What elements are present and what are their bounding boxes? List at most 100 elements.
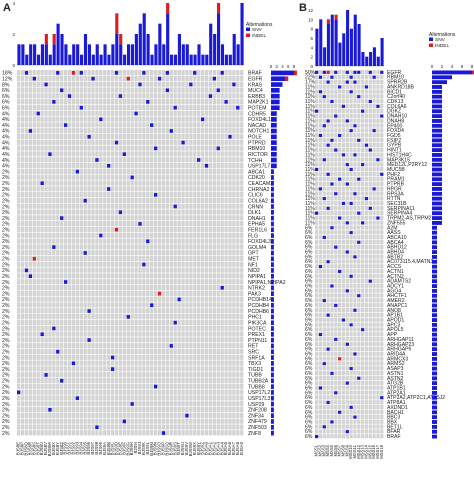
- grid-cell: [322, 269, 326, 274]
- grid-cell: [87, 348, 91, 355]
- gene-label: CLIC6: [248, 193, 263, 199]
- grid-cell: [228, 348, 232, 355]
- sample-label: BJS9G: [125, 441, 130, 455]
- grid-cell: [17, 232, 21, 238]
- grid-cell: [48, 372, 52, 378]
- grid-cell: [95, 354, 99, 360]
- grid-cell: [169, 290, 173, 296]
- gene-label: PCDHB4: [248, 303, 269, 309]
- grid-cell: [32, 424, 36, 430]
- grid-cell: [87, 314, 91, 320]
- grid-cell: [126, 110, 130, 116]
- grid-cell: [236, 337, 240, 343]
- grid-cell: [193, 296, 197, 302]
- grid-cell: [107, 412, 111, 418]
- gene-percent: 4%: [2, 152, 10, 158]
- gene-percent: 2%: [2, 198, 10, 204]
- grid-cell: [110, 209, 115, 215]
- grid-cell: [189, 110, 193, 116]
- grid-cell: [52, 81, 56, 87]
- grid-cell: [110, 372, 115, 378]
- grid-cell: [71, 203, 76, 209]
- grid-cell: [79, 221, 83, 227]
- grid-cell: [153, 284, 158, 291]
- grid-cell: [56, 116, 60, 122]
- grid-cell: [87, 180, 91, 186]
- grid-cell: [169, 314, 173, 320]
- grid-cell: [330, 191, 334, 196]
- grid-cell: [17, 401, 21, 407]
- grid-cell: [165, 395, 170, 401]
- grid-cell: [376, 210, 380, 216]
- grid-cell: [71, 250, 76, 256]
- grid-cell: [197, 395, 201, 401]
- grid-cell: [232, 430, 236, 436]
- grid-cell: [315, 230, 319, 235]
- grid-cell: [353, 205, 357, 211]
- grid-cell: [361, 89, 365, 94]
- grid-cell: [110, 174, 115, 180]
- grid-cell: [67, 122, 72, 128]
- grid-cell: [24, 383, 29, 389]
- grid-cell: [60, 261, 64, 267]
- grid-cell: [28, 93, 33, 99]
- grid-cell: [189, 308, 193, 314]
- grid-cell: [122, 226, 126, 233]
- grid-cell: [228, 70, 232, 76]
- grid-cell: [56, 226, 60, 233]
- grid-cell: [95, 162, 99, 169]
- side-bar-snv: [271, 378, 274, 384]
- grid-cell: [83, 162, 87, 169]
- grid-cell: [75, 238, 80, 244]
- grid-cell: [153, 93, 158, 99]
- grid-cell: [17, 81, 21, 87]
- gene-percent: 2%: [2, 367, 10, 373]
- grid-cell: [224, 215, 228, 221]
- grid-cell: [372, 215, 376, 220]
- grid-cell: [95, 284, 99, 291]
- grid-cell: [345, 307, 349, 313]
- grid-cell: [110, 319, 115, 326]
- grid-cell: [318, 157, 323, 162]
- grid-cell: [189, 203, 193, 209]
- grid-cell: [322, 283, 326, 288]
- grid-cell: [71, 424, 76, 430]
- grid-cell: [341, 235, 346, 240]
- grid-cell: [103, 110, 107, 116]
- grid-cell: [204, 93, 209, 99]
- grid-cell: [169, 337, 173, 343]
- grid-cell: [83, 75, 87, 82]
- grid-cell: [189, 372, 193, 378]
- grid-cell: [63, 174, 68, 180]
- grid-cell: [71, 354, 76, 360]
- grid-cell: [236, 221, 240, 227]
- grid-cell: [153, 226, 158, 233]
- gene-percent: 6%: [2, 88, 10, 94]
- top-bar-snv: [99, 54, 103, 65]
- grid-cell: [216, 360, 220, 366]
- grid-cell: [103, 412, 107, 418]
- grid-cell: [169, 209, 173, 215]
- grid-cell: [134, 279, 138, 285]
- grid-cell: [212, 81, 216, 87]
- grid-cell: [212, 93, 216, 99]
- grid-cell: [240, 319, 244, 326]
- grid-cell: [368, 103, 372, 109]
- grid-cell: [173, 87, 177, 93]
- grid-cell: [28, 221, 33, 227]
- grid-cell: [118, 302, 123, 308]
- grid-cell: [232, 110, 236, 116]
- grid-cell: [353, 128, 357, 133]
- grid-cell: [181, 128, 185, 134]
- grid-cell: [63, 93, 68, 99]
- grid-cell: [236, 75, 240, 82]
- grid-cell: [189, 145, 193, 151]
- grid-cell: [212, 424, 216, 430]
- grid-cell: [36, 255, 40, 262]
- grid-cell: [63, 360, 68, 366]
- grid-cell: [353, 157, 357, 162]
- grid-cell: [200, 99, 205, 105]
- grid-cell: [60, 395, 64, 401]
- grid-cell: [318, 288, 323, 293]
- grid-cell: [204, 145, 209, 151]
